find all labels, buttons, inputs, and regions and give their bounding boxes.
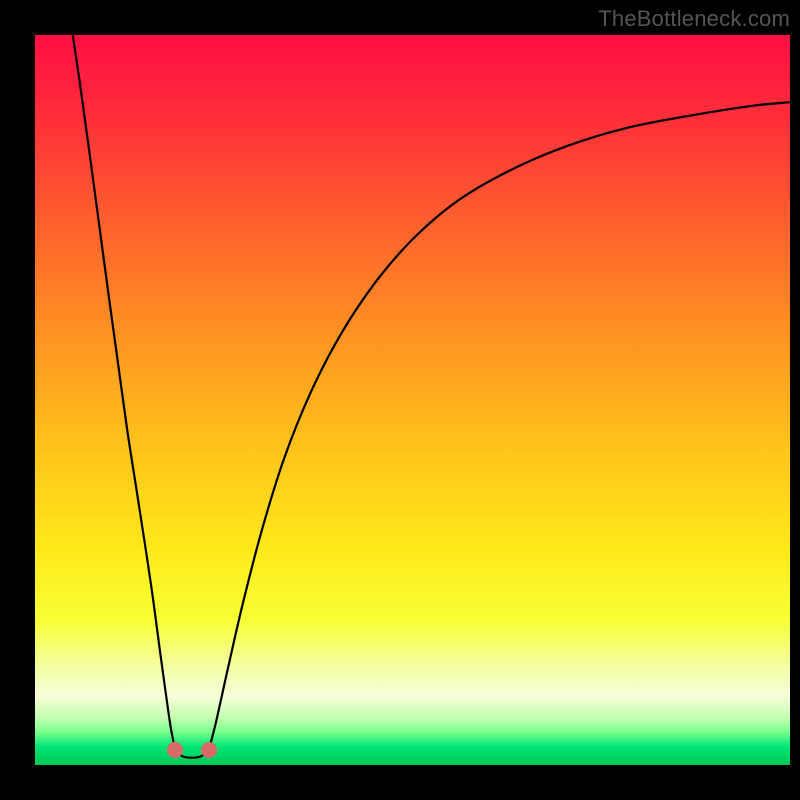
- chart-svg: [35, 35, 790, 765]
- chart-frame: TheBottleneck.com: [0, 0, 800, 800]
- gradient-background: [35, 35, 790, 765]
- valley-marker: [167, 742, 183, 758]
- watermark-text: TheBottleneck.com: [598, 6, 790, 32]
- valley-marker: [201, 742, 217, 758]
- plot-area: [35, 35, 790, 765]
